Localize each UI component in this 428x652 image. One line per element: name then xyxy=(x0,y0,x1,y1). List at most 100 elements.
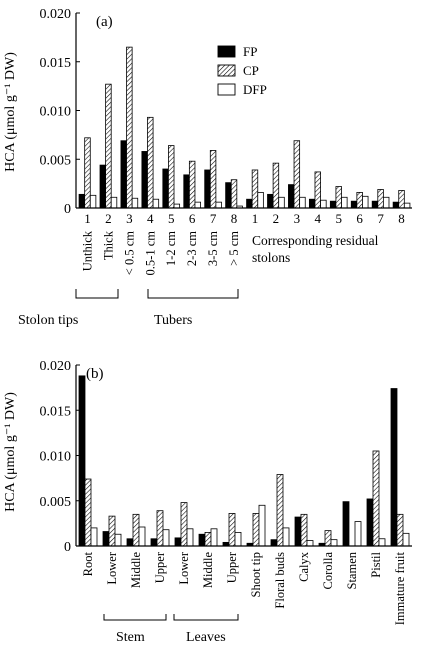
bar-cp-16 xyxy=(398,190,405,209)
tissue-label: < 0.5 cm xyxy=(122,231,136,275)
y-tick-label: 0.020 xyxy=(40,7,72,22)
tubers-label: Tubers xyxy=(154,313,192,328)
bar-dfp-15 xyxy=(382,196,390,209)
bar-dfp-13 xyxy=(378,538,386,547)
bar-dfp-6 xyxy=(210,528,218,547)
legend-swatch-fp xyxy=(217,45,236,58)
bar-fp-3 xyxy=(120,140,127,209)
bar-fp-13 xyxy=(366,498,374,547)
bar-fp-10 xyxy=(294,516,302,547)
legend-label-fp: FP xyxy=(243,44,257,59)
panel-b-label: (b) xyxy=(86,366,104,382)
y-tick-label: 0.020 xyxy=(40,359,72,374)
panel-b-category-labels: Root Lower Middle Upper Lower Middle Upper Shoo… xyxy=(81,551,407,625)
x-tick-label: 4 xyxy=(147,211,154,226)
bar-dfp-7 xyxy=(215,201,222,209)
bar-dfp-11 xyxy=(299,196,306,209)
panel-b-axes xyxy=(75,365,412,547)
bar-cp-9 xyxy=(251,169,259,209)
bar-fp-9 xyxy=(246,198,253,209)
bar-fp-16 xyxy=(392,201,400,209)
bar-cp-12 xyxy=(314,171,321,209)
x-tick-label: 3 xyxy=(294,211,301,226)
bar-fp-1 xyxy=(78,375,86,547)
bar-dfp-9 xyxy=(282,527,290,547)
bar-dfp-1 xyxy=(89,194,97,209)
bar-fp-2 xyxy=(102,531,110,547)
bar-cp-2 xyxy=(108,515,116,547)
legend-swatch-cp xyxy=(217,64,236,77)
tissue-label: Root xyxy=(81,551,95,576)
bar-fp-6 xyxy=(198,533,206,547)
panel-a: (a) HCA (μmol g⁻¹ DW) 0 0.005 0.010 0.015 0.… xyxy=(3,7,412,328)
x-tick-label: 3 xyxy=(126,211,133,226)
bar-cp-7 xyxy=(209,150,217,209)
bar-dfp-2 xyxy=(114,533,122,547)
bar-cp-14 xyxy=(356,191,363,209)
tissue-label: 0.5-1 cm xyxy=(143,231,157,276)
bar-fp-5 xyxy=(162,168,169,209)
bar-dfp-10 xyxy=(306,540,314,547)
stem-bracket xyxy=(103,614,167,621)
tissue-label: Corolla xyxy=(321,552,335,590)
panel-b: (b) HCA (μmol g⁻¹ DW) 0 0.005 0.010 0.015 0.… xyxy=(3,359,412,645)
tissue-label: > 5 cm xyxy=(227,231,241,266)
bar-cp-5 xyxy=(180,502,188,547)
bar-cp-3 xyxy=(126,46,133,209)
tissue-label: Upper xyxy=(225,551,239,583)
bar-dfp-2 xyxy=(110,196,118,209)
legend-label-cp: CP xyxy=(243,63,259,78)
residual-label-line1: Corresponding residual xyxy=(252,233,379,248)
tubers-bracket xyxy=(147,289,239,299)
bar-dfp-5 xyxy=(186,528,194,547)
bar-dfp-4 xyxy=(152,198,160,209)
tissue-label: Floral buds xyxy=(273,552,287,609)
tissue-label: 1-2 cm xyxy=(164,231,178,266)
stem-label: Stem xyxy=(116,630,145,645)
bar-dfp-12 xyxy=(320,199,327,209)
y-tick-label: 0.010 xyxy=(40,105,72,120)
legend-label-dfp: DFP xyxy=(243,82,267,97)
bar-fp-7 xyxy=(204,169,211,209)
x-tick-label: 5 xyxy=(335,211,342,226)
bar-cp-13 xyxy=(372,450,380,547)
bar-dfp-9 xyxy=(257,191,264,209)
panel-b-bars xyxy=(78,375,410,547)
tissue-label: 2-3 cm xyxy=(185,231,199,266)
bar-cp-15 xyxy=(377,189,384,209)
legend-swatch-dfp xyxy=(217,83,236,96)
y-tick-label: 0.015 xyxy=(40,404,72,419)
y-tick-label: 0.015 xyxy=(40,56,72,71)
bar-cp-8 xyxy=(230,179,238,209)
stolon-tips-label: Stolon tips xyxy=(18,313,78,328)
bar-cp-4 xyxy=(147,116,154,209)
x-tick-label: 8 xyxy=(231,211,238,226)
bar-fp-14 xyxy=(350,200,358,209)
panel-a-axes xyxy=(75,13,412,209)
panel-a-y-ticks: 0 0.005 0.010 0.015 0.020 xyxy=(40,7,80,217)
tissue-label: Stamen xyxy=(345,551,359,589)
x-tick-label: 8 xyxy=(398,211,405,226)
stolon-tips-bracket xyxy=(75,289,119,299)
bar-dfp-3 xyxy=(138,526,146,547)
bar-cp-13 xyxy=(335,186,342,209)
bar-fp-4 xyxy=(150,538,158,547)
tissue-label: Shoot tip xyxy=(249,552,263,598)
y-tick-label: 0.005 xyxy=(40,495,72,510)
leaves-label: Leaves xyxy=(186,630,226,645)
bar-fp-4 xyxy=(141,151,148,209)
bar-fp-9 xyxy=(270,539,278,547)
tissue-label: Middle xyxy=(129,552,143,589)
bar-cp-9 xyxy=(276,474,284,547)
bar-cp-1 xyxy=(84,478,92,547)
tissue-label: Immature fruit xyxy=(393,551,407,625)
bar-fp-12 xyxy=(308,198,316,209)
bar-dfp-11 xyxy=(330,539,338,547)
tissue-label: Unthick xyxy=(81,230,95,271)
bar-dfp-12 xyxy=(354,521,362,547)
bar-fp-5 xyxy=(174,537,182,547)
bar-cp-4 xyxy=(156,510,164,547)
bar-cp-11 xyxy=(324,530,332,547)
bar-cp-10 xyxy=(272,162,280,209)
